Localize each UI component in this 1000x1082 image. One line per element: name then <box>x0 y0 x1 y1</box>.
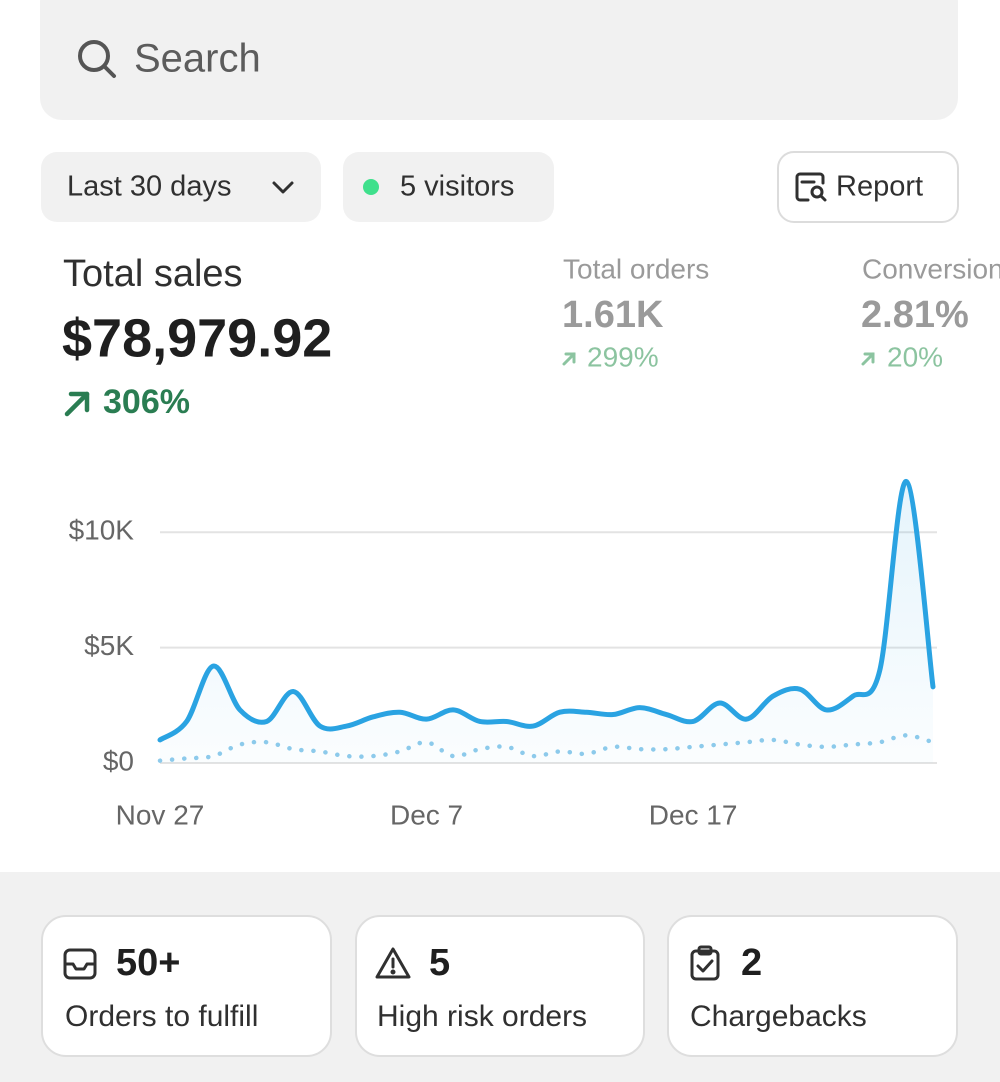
card[interactable] <box>667 915 958 1057</box>
sales-line <box>157 478 936 743</box>
metric-value: $78,979.92 <box>62 308 332 368</box>
metric-change: 299% <box>587 341 659 372</box>
report-button[interactable] <box>777 151 959 223</box>
card-label: Chargebacks <box>690 1000 867 1033</box>
card-value: 2 <box>741 942 762 984</box>
inbox-icon <box>63 948 97 980</box>
card-label: Orders to fulfill <box>65 1000 258 1033</box>
chevron-icon <box>272 181 294 194</box>
metric-label: Total orders <box>563 253 709 284</box>
date-range-button[interactable] <box>41 152 321 222</box>
card-value: 50+ <box>116 942 180 984</box>
card-value: 5 <box>429 942 450 984</box>
metric-change: 20% <box>887 341 943 372</box>
card[interactable] <box>355 915 645 1057</box>
date-range-label: Last 30 days <box>67 171 231 203</box>
metric-label: Total sales <box>63 253 243 295</box>
trend-up-icon <box>562 352 576 366</box>
y-tick-label: $5K <box>84 630 134 661</box>
search-placeholder: Search <box>134 37 261 81</box>
metric-label: Conversion rate <box>862 253 1000 284</box>
report-icon <box>795 172 827 202</box>
sales-chart: $0 $5K $10K Nov 27 Dec 7 Dec 17 <box>69 478 937 830</box>
metric-value: 1.61K <box>562 294 664 336</box>
report-label: Report <box>836 171 923 203</box>
metric-change: 306% <box>103 383 190 421</box>
visitors-button[interactable] <box>343 152 554 222</box>
card[interactable] <box>41 915 332 1057</box>
clipboard-icon <box>690 945 720 981</box>
y-tick-label: $10K <box>69 515 135 546</box>
visitors-label: 5 visitors <box>400 171 514 203</box>
search-icon <box>78 40 116 78</box>
area-fill <box>160 481 934 763</box>
y-tick-label: $0 <box>103 745 134 776</box>
x-tick-label: Dec 17 <box>649 799 738 830</box>
trend-up-icon <box>861 352 875 366</box>
search-box[interactable] <box>40 0 958 120</box>
card-label: High risk orders <box>377 1000 587 1033</box>
x-tick-label: Nov 27 <box>116 799 205 830</box>
x-tick-label: Dec 7 <box>390 799 463 830</box>
metric-value: 2.81% <box>861 294 969 336</box>
live-dot <box>363 179 379 195</box>
trend-up-icon <box>64 391 90 417</box>
warning-icon <box>375 947 411 979</box>
